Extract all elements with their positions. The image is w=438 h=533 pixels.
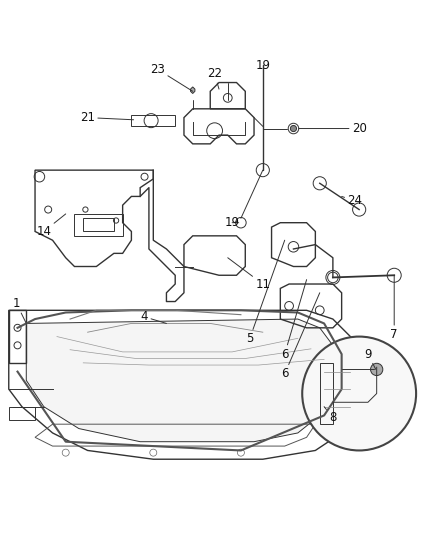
- Text: 19: 19: [225, 216, 240, 229]
- Text: 14: 14: [36, 214, 66, 238]
- Text: 6: 6: [281, 280, 307, 361]
- Text: 6: 6: [281, 293, 320, 381]
- Text: 19: 19: [255, 59, 270, 71]
- Text: 11: 11: [228, 258, 270, 290]
- Text: 22: 22: [207, 67, 222, 89]
- Circle shape: [371, 364, 383, 376]
- Polygon shape: [26, 319, 333, 442]
- Polygon shape: [191, 87, 195, 93]
- Text: 8: 8: [324, 407, 336, 424]
- Text: 24: 24: [342, 195, 362, 207]
- Text: 21: 21: [80, 111, 134, 124]
- Text: 5: 5: [246, 240, 285, 345]
- Text: 9: 9: [364, 348, 376, 369]
- Text: 1: 1: [13, 297, 26, 324]
- Text: 20: 20: [299, 122, 367, 135]
- Text: 23: 23: [150, 63, 193, 91]
- Circle shape: [290, 125, 297, 132]
- Text: 4: 4: [141, 310, 166, 324]
- Text: 7: 7: [390, 275, 398, 341]
- Circle shape: [302, 336, 416, 450]
